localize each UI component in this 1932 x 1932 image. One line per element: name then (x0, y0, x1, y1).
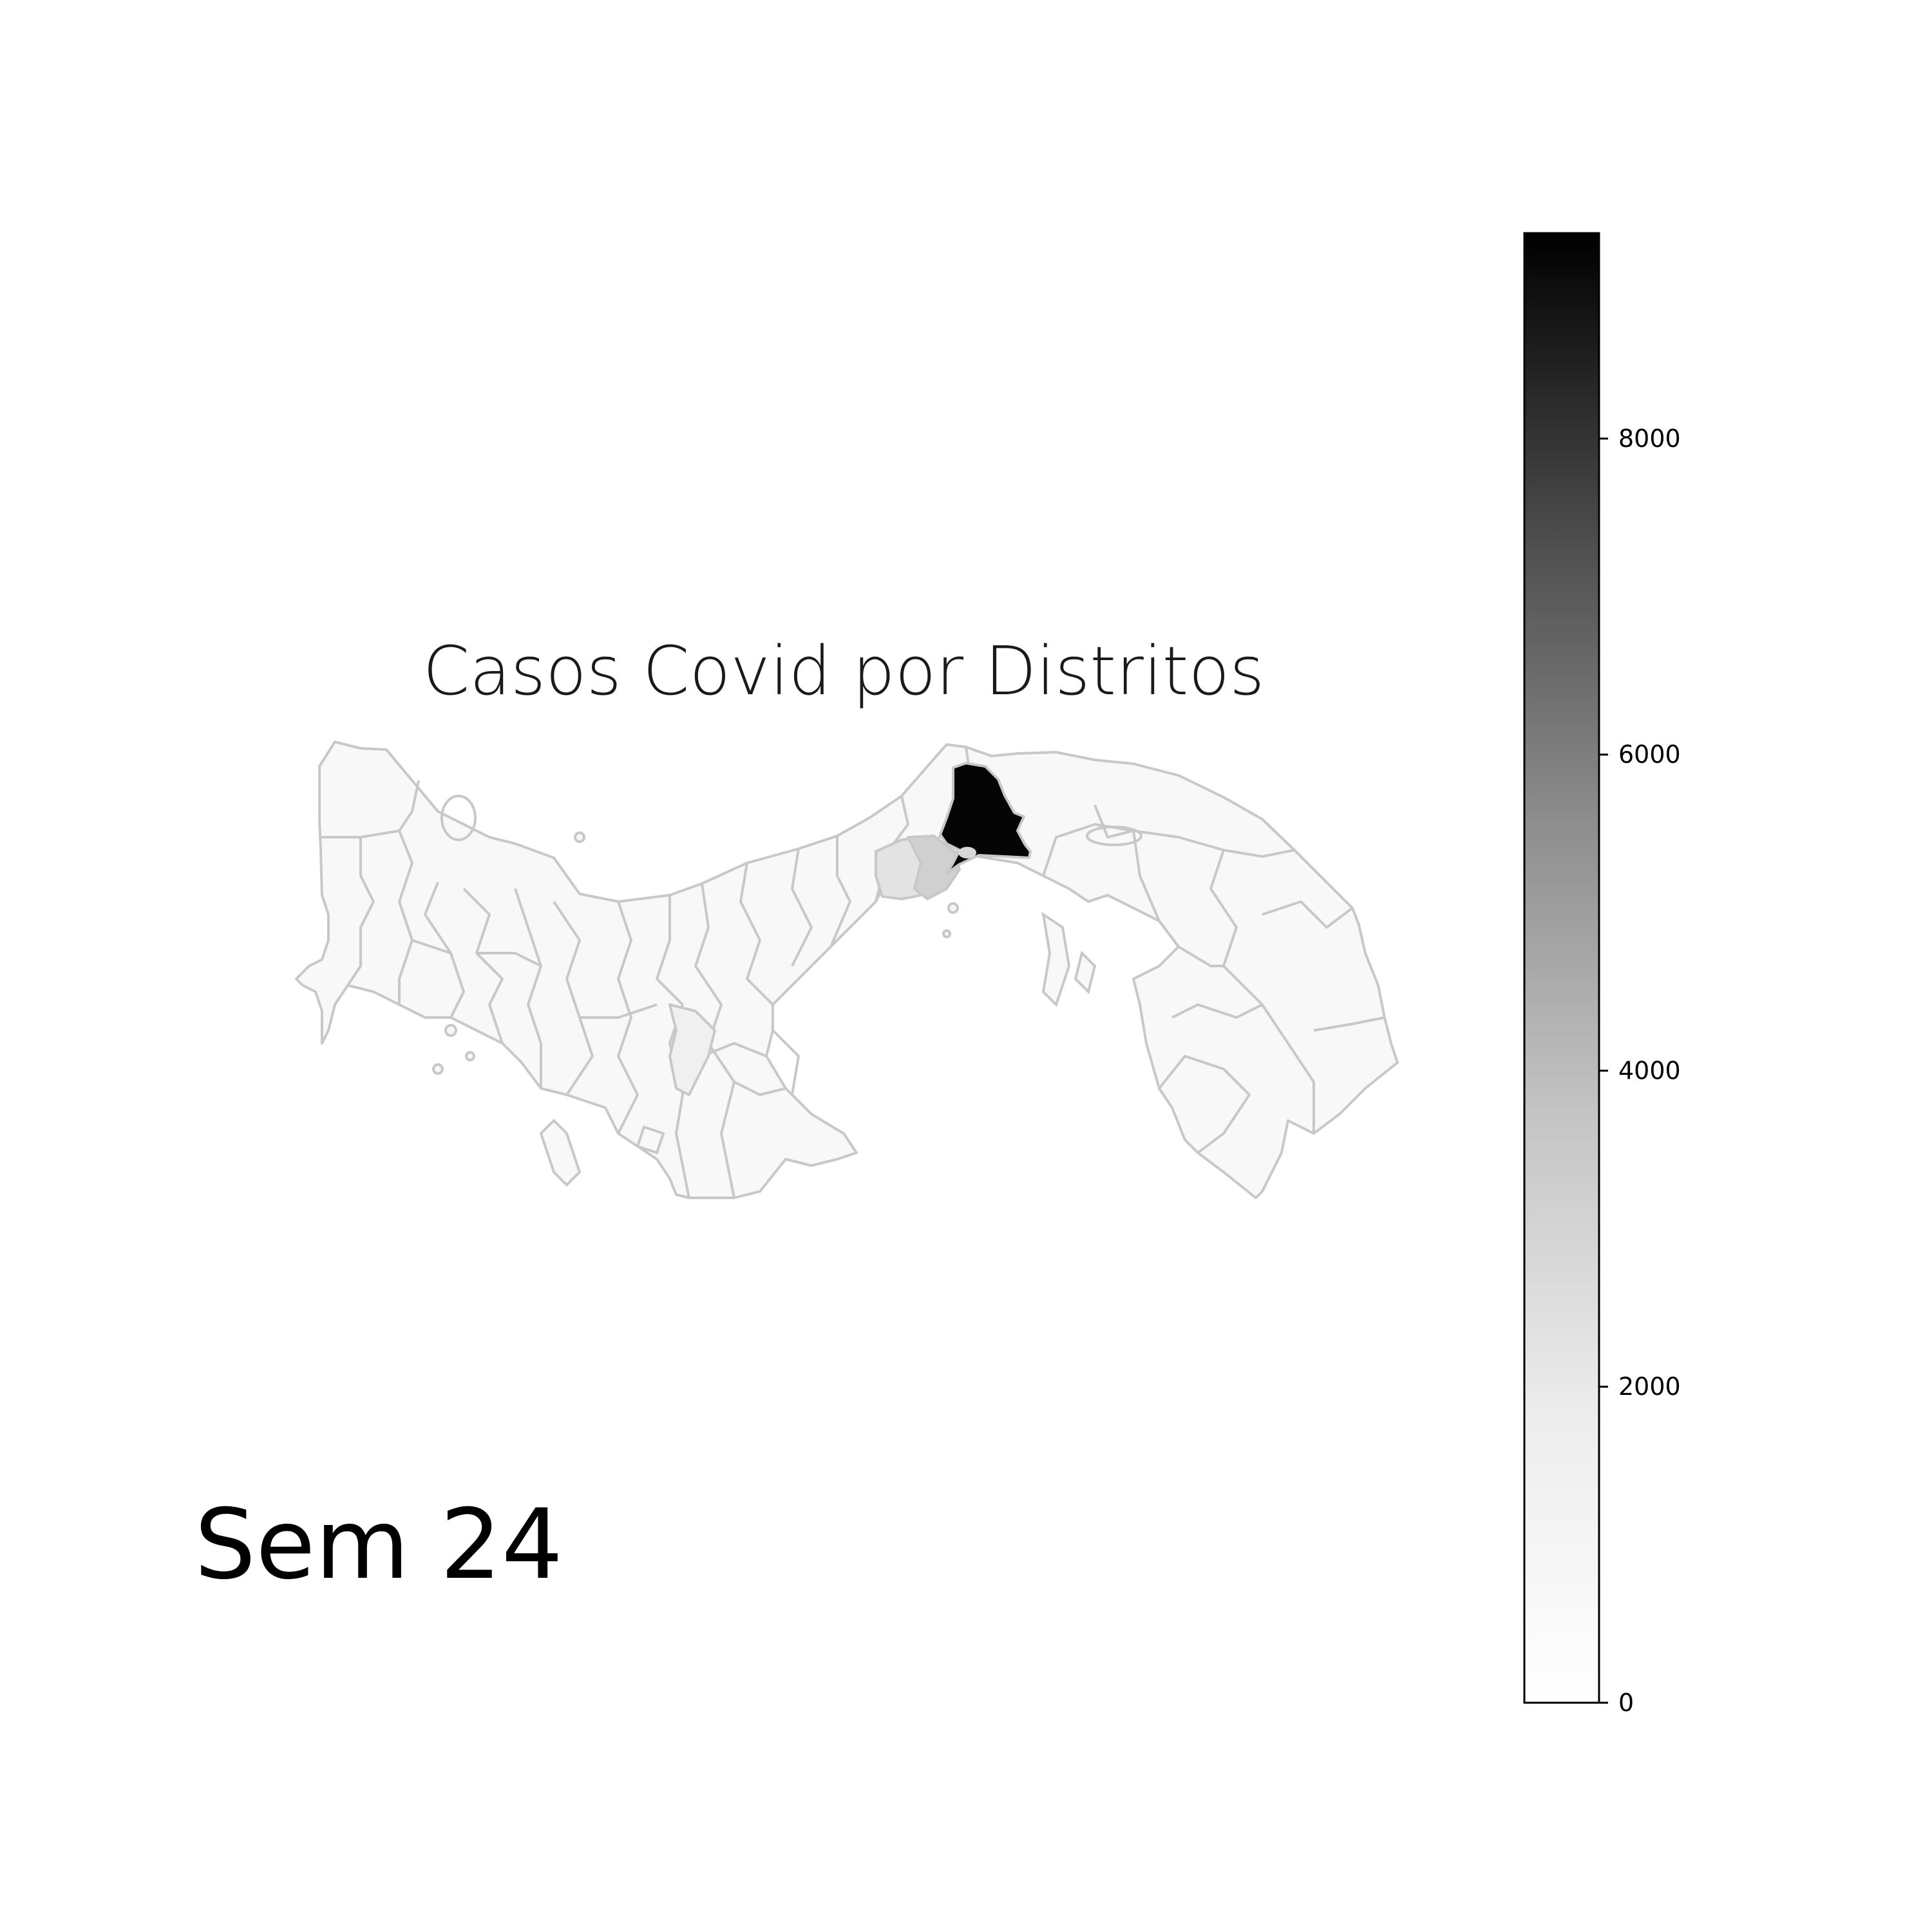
colorbar: 0 2000 4000 6000 8000 (1523, 232, 1681, 1717)
colorbar-tick-label-0: 0 (1618, 1689, 1634, 1717)
district-herrera (668, 1003, 716, 1096)
week-label: Sem 24 (194, 1489, 563, 1601)
colorbar-tick-label-4: 8000 (1618, 424, 1681, 453)
map-title: Casos Covid por Distritos (423, 632, 1265, 710)
colorbar-tick-label-2: 4000 (1618, 1056, 1681, 1084)
colorbar-ticks: 0 2000 4000 6000 8000 (1599, 424, 1681, 1717)
district-panama-inner (958, 847, 976, 858)
colorbar-tick-label-3: 6000 (1618, 741, 1681, 769)
panama-outline (295, 741, 1399, 1199)
colorbar-tick-label-1: 2000 (1618, 1372, 1681, 1401)
lake-feature (1086, 826, 1142, 846)
colorbar-gradient (1523, 232, 1600, 1704)
lake-feature-2 (440, 795, 477, 841)
district-panama (939, 762, 1032, 875)
islands (432, 831, 1097, 1187)
district-la-chorrera (907, 835, 961, 900)
panama-district-map (295, 741, 1399, 1199)
